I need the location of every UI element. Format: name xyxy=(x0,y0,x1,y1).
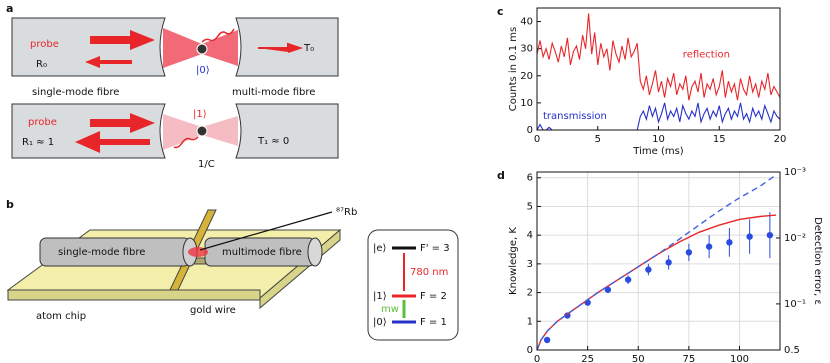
panel-label: b xyxy=(6,198,14,211)
label: mw xyxy=(381,304,399,315)
label: probe xyxy=(28,117,57,128)
x-tick-label: 50 xyxy=(632,354,645,363)
label: gold wire xyxy=(190,305,236,316)
label: single-mode fibre xyxy=(58,247,145,258)
label: R₁ ≈ 1 xyxy=(22,137,54,148)
label: F = 2 xyxy=(420,291,447,302)
label: |0⟩ xyxy=(373,317,387,328)
label: atom chip xyxy=(36,311,86,322)
label: 1/C xyxy=(198,159,215,170)
label: T₁ ≈ 0 xyxy=(257,136,289,147)
point xyxy=(766,231,774,239)
arrow xyxy=(85,56,132,68)
point xyxy=(564,312,571,319)
point xyxy=(543,336,551,344)
y-tick-label: 0 xyxy=(527,125,533,136)
y-tick-label: 5 xyxy=(527,201,533,212)
label: T₀ xyxy=(303,43,314,54)
x-axis-label: Time (ms) xyxy=(632,146,684,157)
panel-label: c xyxy=(497,5,504,18)
label: |1⟩ xyxy=(193,109,207,120)
x-tick-label: 5 xyxy=(595,134,601,145)
pointer xyxy=(199,211,333,251)
y-tick-label: 4 xyxy=(527,230,533,241)
x-tick-label: 15 xyxy=(713,134,726,145)
y-tick-label: 10 xyxy=(520,98,533,109)
plot-frame xyxy=(536,171,781,351)
label: |0⟩ xyxy=(196,65,210,76)
fibre xyxy=(235,103,339,159)
label: single-mode fibre xyxy=(32,87,119,98)
arrow xyxy=(90,30,155,50)
label: F = 1 xyxy=(420,317,447,328)
label: multimode fibre xyxy=(222,247,302,258)
point xyxy=(726,239,733,246)
label: 780 nm xyxy=(410,267,448,278)
arrow xyxy=(258,42,304,53)
y-tick-label: 3 xyxy=(527,259,533,270)
point xyxy=(685,249,693,256)
label: F' = 3 xyxy=(420,243,450,254)
label: ⁸⁷Rb xyxy=(336,207,357,218)
x-tick-label: 20 xyxy=(774,134,787,145)
x-tick-label: 0 xyxy=(534,354,540,363)
point xyxy=(665,259,672,266)
x-tick-label: 0 xyxy=(534,134,540,145)
y-tick-label: 1 xyxy=(527,316,533,327)
y-tick-label: 0 xyxy=(527,345,533,356)
atom xyxy=(196,125,208,137)
y-axis-label: Counts in 0.1 ms xyxy=(508,27,519,111)
series-label: reflection xyxy=(683,49,730,60)
series-label: transmission xyxy=(543,111,607,122)
x-tick-label: 10 xyxy=(652,134,665,145)
y-tick-label: 6 xyxy=(527,173,533,184)
x-tick-label: 100 xyxy=(730,354,749,363)
label: multi-mode fibre xyxy=(232,87,315,98)
y2-tick-label: 10⁻² xyxy=(784,233,806,244)
fibre xyxy=(11,103,166,159)
y2-tick-label: 10⁻¹ xyxy=(784,299,806,310)
level-box xyxy=(367,229,459,341)
line xyxy=(536,13,781,101)
panel-label: d xyxy=(497,169,505,182)
label: probe xyxy=(30,39,59,50)
point xyxy=(705,243,713,250)
panel-label: a xyxy=(6,2,13,15)
y-tick-label: 20 xyxy=(520,71,533,82)
point xyxy=(604,286,612,293)
y-tick-label: 30 xyxy=(520,44,533,55)
arrow xyxy=(90,113,155,133)
label: |1⟩ xyxy=(373,291,387,302)
line xyxy=(536,174,777,351)
y2-axis-label: Detection error, ε xyxy=(812,217,823,305)
panel-b: b ⁸⁷Rb single-mode fibre multimode fibre… xyxy=(6,198,459,341)
point xyxy=(624,276,632,283)
label: R₀ xyxy=(36,59,47,70)
fibre-end xyxy=(307,237,323,267)
y-tick-label: 40 xyxy=(520,17,533,28)
panel-a: a probe R₀ T₀ |0⟩ single-mode fibre mult… xyxy=(6,2,339,170)
y2-tick-label: 10⁻³ xyxy=(784,167,806,178)
label: |e⟩ xyxy=(373,243,387,254)
arrow xyxy=(75,131,150,153)
x-tick-label: 25 xyxy=(581,354,594,363)
photon xyxy=(201,28,235,43)
y2-tick-label: 0.5 xyxy=(784,345,800,356)
y-tick-label: 2 xyxy=(527,288,533,299)
plot-frame xyxy=(536,7,781,131)
point xyxy=(645,266,652,273)
photon xyxy=(173,136,199,149)
atom xyxy=(196,43,208,55)
y-axis-label: Knowledge, K xyxy=(508,227,519,295)
point xyxy=(746,233,753,240)
x-tick-label: 75 xyxy=(683,354,696,363)
